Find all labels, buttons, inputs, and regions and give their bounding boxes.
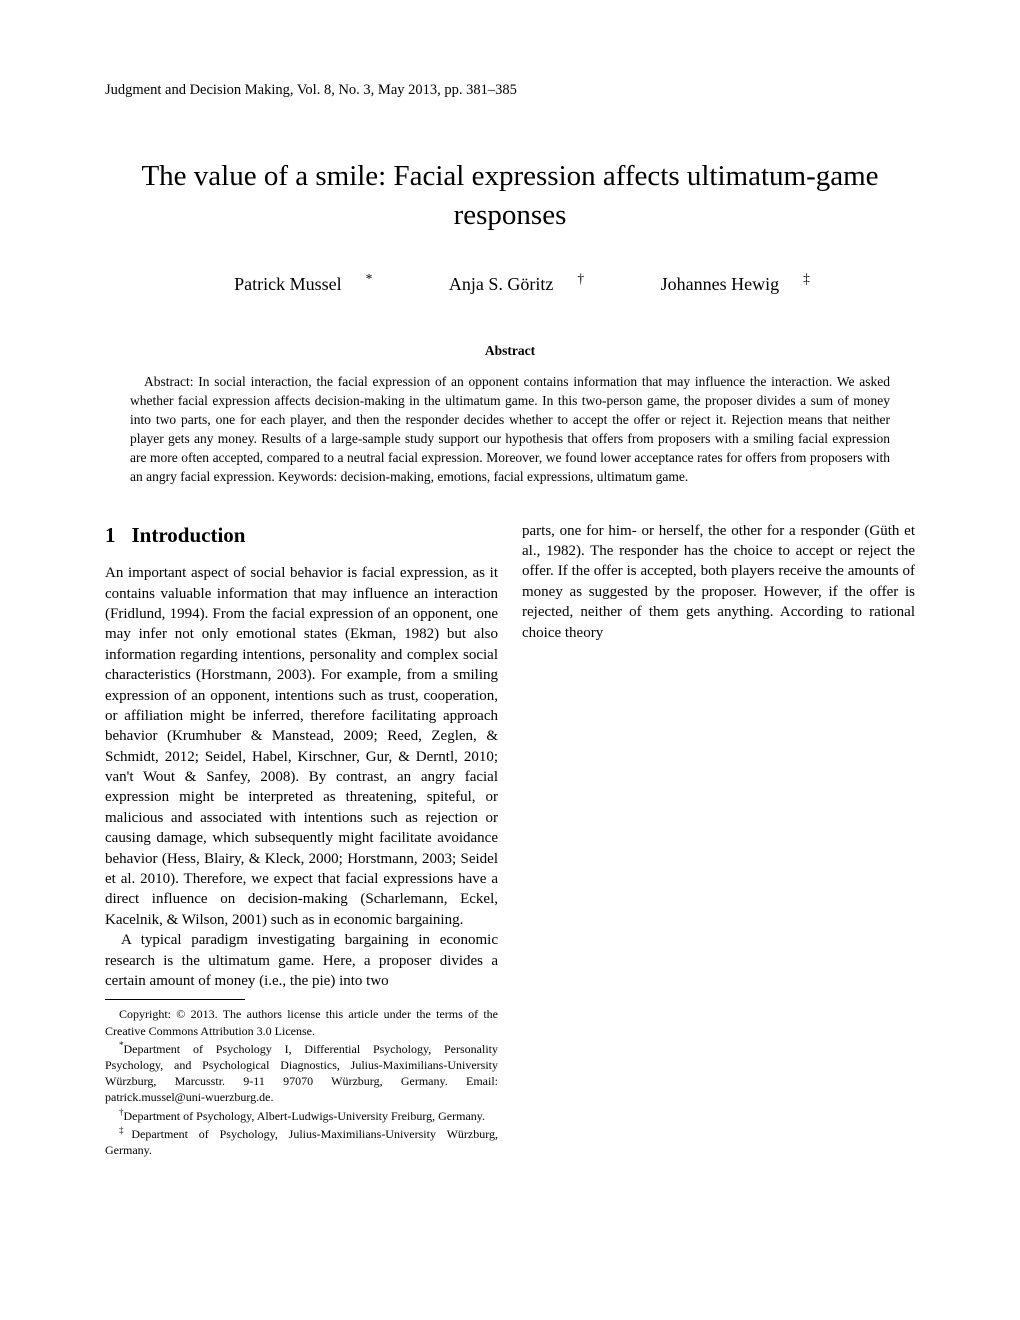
footnote-3-text: Department of Psychology, Julius-Maximil…	[105, 1127, 498, 1157]
intro-para-2: A typical paradigm investigating bargain…	[105, 930, 498, 991]
footnote-2-text: Department of Psychology, Albert-Ludwigs…	[124, 1109, 486, 1123]
footnotes: Copyright: © 2013. The authors license t…	[105, 1006, 498, 1158]
intro-para-1: An important aspect of social behavior i…	[105, 563, 498, 930]
footnote-2: †Department of Psychology, Albert-Ludwig…	[105, 1106, 498, 1124]
footnote-3-marker: ‡	[119, 1125, 131, 1135]
column-right: parts, one for him- or herself, the othe…	[522, 521, 915, 1158]
author-2-name: Anja S. Göritz	[449, 274, 553, 294]
journal-header: Judgment and Decision Making, Vol. 8, No…	[105, 82, 915, 99]
footnote-1-text: Department of Psychology I, Differential…	[105, 1042, 498, 1105]
section-1-heading: 1 Introduction	[105, 521, 498, 550]
author-2: Anja S. Göritz †	[425, 274, 584, 294]
abstract-heading: Abstract	[105, 343, 915, 359]
column-left: 1 Introduction An important aspect of soc…	[105, 521, 498, 1158]
section-heading-text: Introduction	[132, 523, 246, 547]
section-number: 1	[105, 523, 116, 547]
author-1-marker: *	[366, 271, 373, 286]
author-3-name: Johannes Hewig	[661, 274, 779, 294]
authors-line: Patrick Mussel * Anja S. Göritz † Johannes…	[105, 271, 915, 295]
author-1-name: Patrick Mussel	[234, 274, 342, 294]
footnote-3: ‡Department of Psychology, Julius-Maximi…	[105, 1124, 498, 1158]
author-1: Patrick Mussel *	[210, 274, 372, 294]
footnote-divider	[105, 999, 245, 1000]
abstract-text: Abstract: In social interaction, the fac…	[130, 373, 890, 486]
footnote-copyright: Copyright: © 2013. The authors license t…	[105, 1006, 498, 1038]
author-3-marker: ‡	[803, 271, 810, 286]
two-column-layout: 1 Introduction An important aspect of soc…	[105, 521, 915, 1158]
footnote-1: *Department of Psychology I, Differentia…	[105, 1039, 498, 1106]
author-2-marker: †	[577, 271, 584, 286]
paper-title: The value of a smile: Facial expression …	[105, 157, 915, 235]
intro-para-col2: parts, one for him- or herself, the othe…	[522, 521, 915, 643]
author-3: Johannes Hewig ‡	[637, 274, 810, 294]
